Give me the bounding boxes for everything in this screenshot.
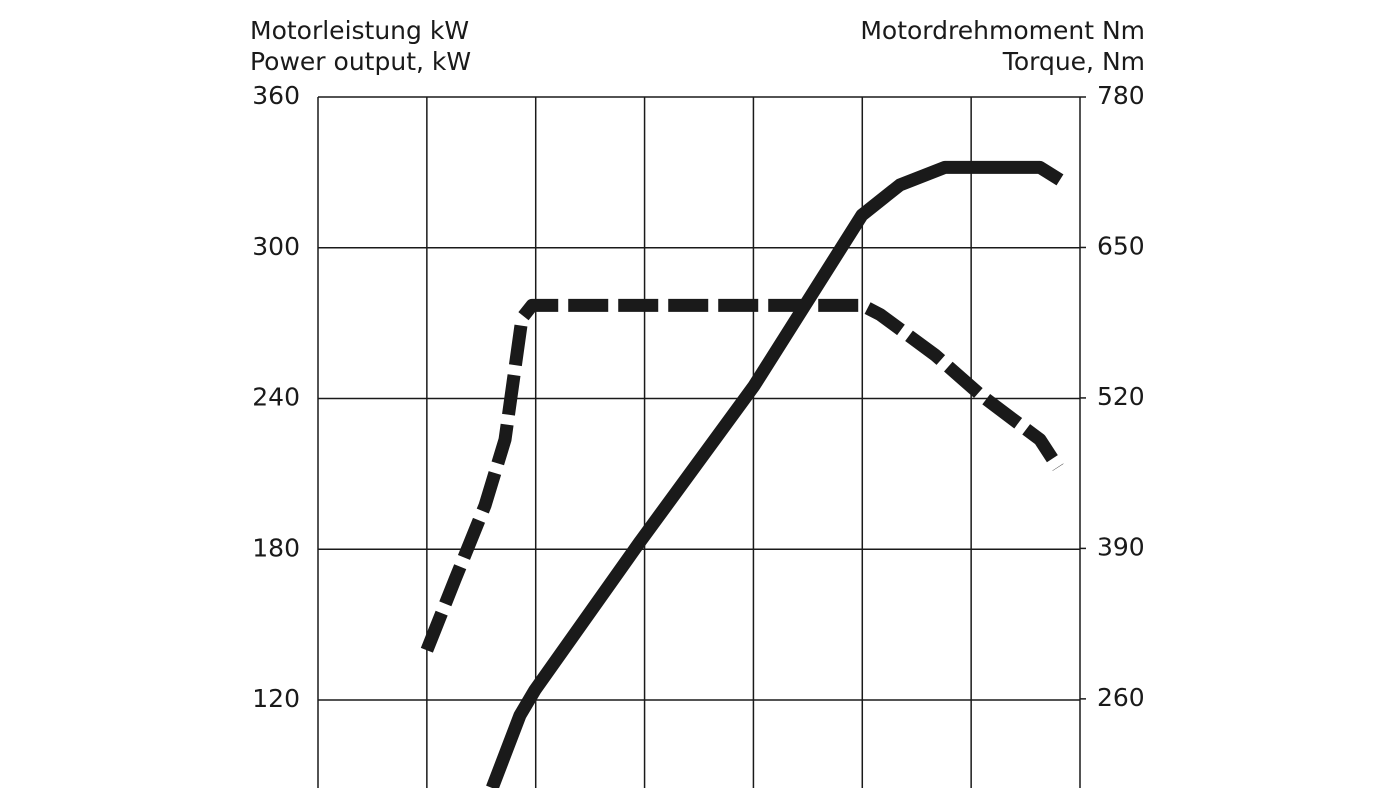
y2-axis-title: Torque, Nm (1002, 47, 1145, 76)
y-tick-label: 180 (252, 533, 300, 562)
dashed-line (420, 298, 1064, 653)
y2-tick-label: 260 (1097, 683, 1145, 712)
y2-tick-label: 520 (1097, 382, 1145, 411)
y-tick-label: 120 (252, 684, 300, 713)
y-axis-title: Power output, kW (250, 47, 471, 76)
y2-tick-label: 390 (1097, 532, 1145, 561)
y2-axis-title: Motordrehmoment Nm (860, 16, 1145, 45)
solid-line (486, 160, 1064, 788)
y-tick-label: 300 (252, 232, 300, 261)
y2-tick-label: 650 (1097, 231, 1145, 260)
y-axis-title: Motorleistung kW (250, 16, 469, 45)
y2-tick-label: 780 (1097, 81, 1145, 110)
y-tick-label: 240 (252, 383, 300, 412)
y-tick-label: 360 (252, 81, 300, 110)
